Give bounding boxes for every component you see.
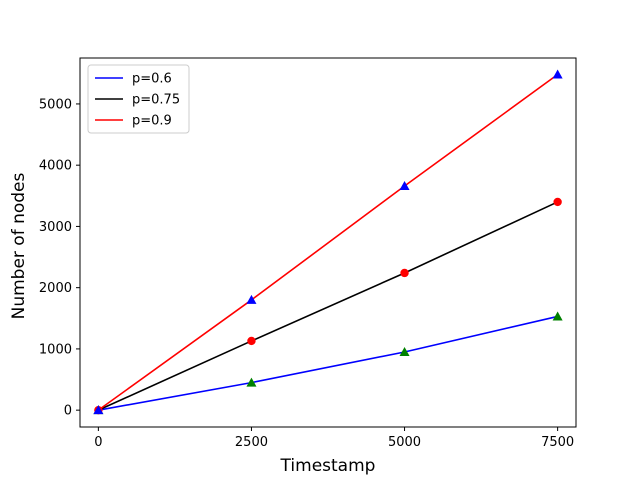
y-tick-label: 3000 <box>39 220 72 235</box>
y-tick-label: 4000 <box>39 159 72 174</box>
y-tick-label: 2000 <box>39 281 72 296</box>
plot-area <box>79 57 577 428</box>
x-tick-label: 2500 <box>235 435 268 450</box>
y-tick-label: 1000 <box>39 342 72 357</box>
series-line-3 <box>97 73 559 411</box>
x-tick-label: 7500 <box>541 435 574 450</box>
data-point-marker <box>399 346 410 356</box>
legend-label: p=0.6 <box>132 72 172 87</box>
y-axis-ticks: 0 1000 2000 3000 4000 5000 <box>39 97 80 419</box>
data-point-marker <box>399 181 410 191</box>
data-point-marker <box>552 69 563 79</box>
data-point-marker <box>552 311 563 321</box>
x-tick-label: 5000 <box>388 435 421 450</box>
y-tick-label: 0 <box>64 404 72 419</box>
data-point-marker <box>400 268 409 278</box>
legend-box <box>87 64 190 134</box>
data-point-marker <box>247 336 256 346</box>
series-layer <box>93 69 563 415</box>
series-line-1 <box>98 315 558 411</box>
legend: p=0.6 p=0.75 p=0.9 <box>87 64 190 134</box>
data-point-marker <box>93 405 104 415</box>
y-axis-label: Number of nodes <box>9 172 29 319</box>
series-line-2 <box>98 201 558 411</box>
y-tick-label: 5000 <box>39 97 72 112</box>
data-point-marker <box>246 294 257 304</box>
data-point-marker <box>246 377 257 387</box>
legend-label: p=0.75 <box>132 93 180 108</box>
data-point-marker <box>553 197 562 207</box>
x-axis-label: Timestamp <box>280 456 376 476</box>
legend-label: p=0.9 <box>132 114 172 129</box>
axes-frame <box>79 57 577 428</box>
x-axis-ticks: 0 2500 5000 7500 <box>94 427 574 450</box>
x-tick-label: 0 <box>94 435 102 450</box>
